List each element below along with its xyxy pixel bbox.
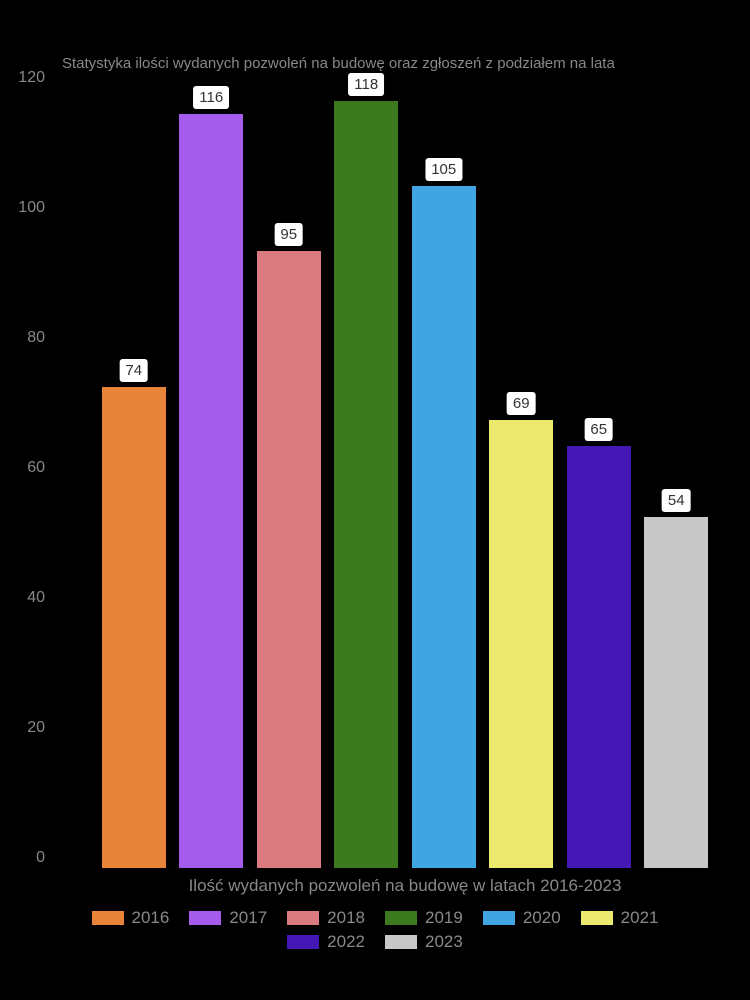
y-tick-label: 120: [18, 69, 45, 87]
bar: 116: [179, 114, 243, 868]
bar-value-label: 65: [584, 418, 613, 441]
bar-value-label: 74: [119, 359, 148, 382]
y-tick-label: 100: [18, 199, 45, 217]
legend-label: 2021: [621, 908, 659, 928]
legend-label: 2022: [327, 932, 365, 952]
bar: 105: [412, 186, 476, 869]
legend: 2016 2017 2018 2019 2020 2021 2022 2023: [55, 906, 695, 954]
legend-item: 2021: [581, 908, 659, 928]
legend-swatch: [483, 911, 515, 925]
y-tick-label: 80: [27, 329, 45, 347]
legend-item: 2016: [92, 908, 170, 928]
legend-swatch: [92, 911, 124, 925]
y-tick-label: 60: [27, 459, 45, 477]
bar-value-label: 54: [662, 489, 691, 512]
y-tick-label: 20: [27, 719, 45, 737]
legend-item: 2023: [385, 932, 463, 952]
legend-label: 2016: [132, 908, 170, 928]
legend-label: 2017: [229, 908, 267, 928]
x-axis-label: Ilość wydanych pozwoleń na budowę w lata…: [95, 876, 715, 896]
legend-label: 2019: [425, 908, 463, 928]
bar: 118: [334, 101, 398, 868]
y-tick-label: 0: [36, 849, 45, 867]
legend-swatch: [385, 911, 417, 925]
bar-value-label: 118: [348, 73, 384, 96]
legend-swatch: [189, 911, 221, 925]
y-tick-label: 40: [27, 589, 45, 607]
legend-item: 2018: [287, 908, 365, 928]
bar-value-label: 116: [193, 86, 229, 109]
legend-item: 2022: [287, 932, 365, 952]
bar: 69: [489, 420, 553, 869]
bar: 65: [567, 446, 631, 869]
chart-title: Statystyka ilości wydanych pozwoleń na b…: [62, 55, 615, 72]
legend-swatch: [287, 911, 319, 925]
legend-label: 2023: [425, 932, 463, 952]
bar-value-label: 95: [274, 223, 303, 246]
bar: 74: [102, 387, 166, 868]
bar: 54: [644, 517, 708, 868]
bars-container: 7411695118105696554: [95, 88, 715, 868]
legend-swatch: [581, 911, 613, 925]
legend-item: 2017: [189, 908, 267, 928]
legend-label: 2018: [327, 908, 365, 928]
bar-value-label: 105: [425, 158, 462, 181]
bar-value-label: 69: [507, 392, 536, 415]
bar: 95: [257, 251, 321, 869]
chart-plot-area: 020406080100120 7411695118105696554: [95, 88, 715, 868]
legend-label: 2020: [523, 908, 561, 928]
legend-item: 2019: [385, 908, 463, 928]
legend-swatch: [385, 935, 417, 949]
legend-swatch: [287, 935, 319, 949]
legend-item: 2020: [483, 908, 561, 928]
